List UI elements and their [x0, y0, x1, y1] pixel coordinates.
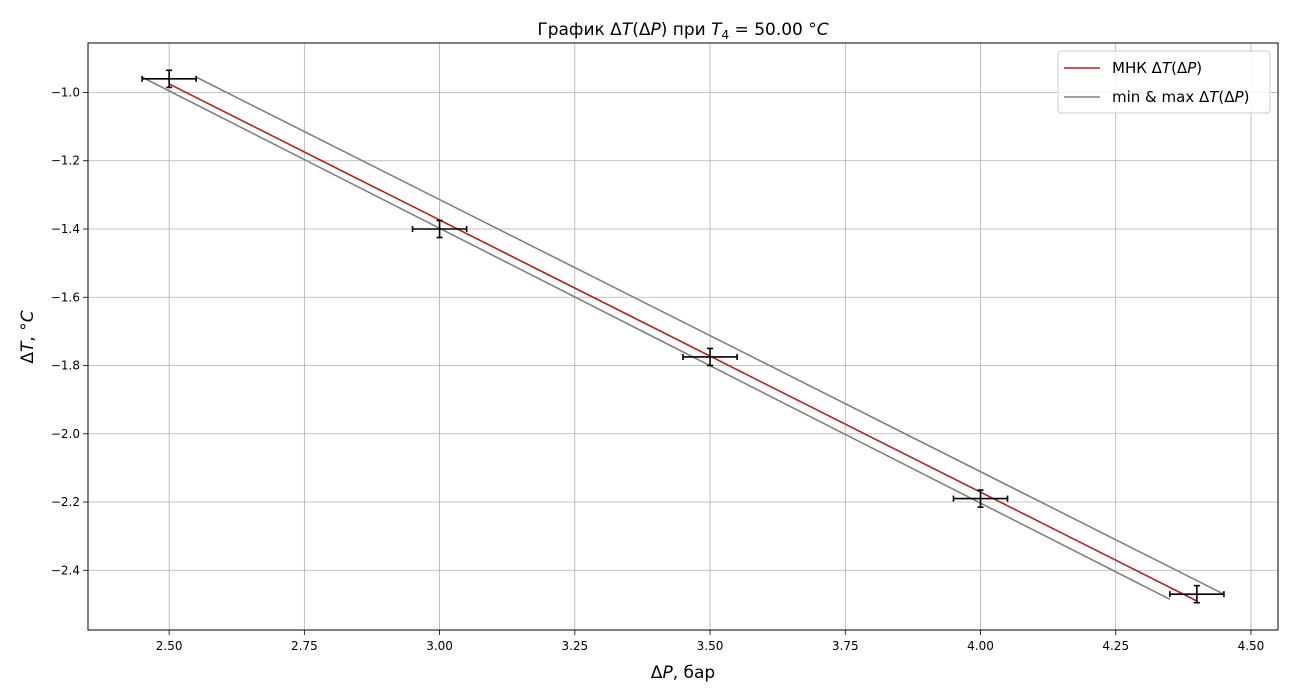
data-point-errorbar: [952, 489, 1009, 508]
min-max-line-1: [195, 76, 1225, 595]
y-axis-label: ΔT, °C: [18, 310, 38, 363]
chart-title: График ΔT(ΔP) при T4 = 50.00 °C: [537, 20, 828, 42]
y-tick-label: −1.6: [51, 290, 80, 304]
min-max-line-0: [141, 76, 1171, 600]
x-tick-label: 3.50: [697, 639, 724, 653]
legend-label-mnk: МНК ΔT(ΔP): [1112, 59, 1202, 77]
series-layer: [141, 76, 1225, 602]
x-tick-label: 2.75: [291, 639, 318, 653]
x-axis-ticks: 2.50 2.75 3.00 3.25 3.50 3.75 4.00 4.25 4.50: [156, 630, 1265, 653]
y-tick-label: −1.0: [51, 85, 80, 99]
y-tick-label: −1.4: [51, 222, 80, 236]
x-tick-label: 4.50: [1238, 639, 1265, 653]
data-point-errorbar: [682, 347, 738, 367]
legend: МНК ΔT(ΔP) min & max ΔT(ΔP): [1057, 50, 1271, 114]
x-axis-label: ΔP, бар: [651, 663, 715, 683]
data-point-errorbar: [141, 69, 197, 89]
legend-box: [1057, 50, 1271, 114]
y-axis-ticks: −1.0 −1.2 −1.4 −1.6 −1.8 −2.0 −2.2 −2.4: [51, 85, 88, 577]
data-point-errorbar: [411, 219, 468, 239]
x-tick-label: 3.75: [832, 639, 859, 653]
plot-frame: [87, 42, 1279, 631]
x-tick-label: 4.25: [1102, 639, 1129, 653]
x-tick-label: 3.00: [426, 639, 453, 653]
y-tick-label: −2.2: [51, 495, 80, 509]
y-tick-label: −1.8: [51, 359, 80, 373]
x-tick-label: 3.25: [561, 639, 588, 653]
points-layer: [141, 69, 1225, 604]
mnk-fit-line: [168, 83, 1198, 602]
y-tick-label: −1.2: [51, 154, 80, 168]
data-point-errorbar: [1169, 584, 1225, 604]
x-tick-label: 4.00: [967, 639, 994, 653]
y-tick-label: −2.4: [51, 563, 80, 577]
legend-label-min-max: min & max ΔT(ΔP): [1112, 88, 1249, 106]
x-tick-label: 2.50: [156, 639, 183, 653]
y-tick-label: −2.0: [51, 427, 80, 441]
